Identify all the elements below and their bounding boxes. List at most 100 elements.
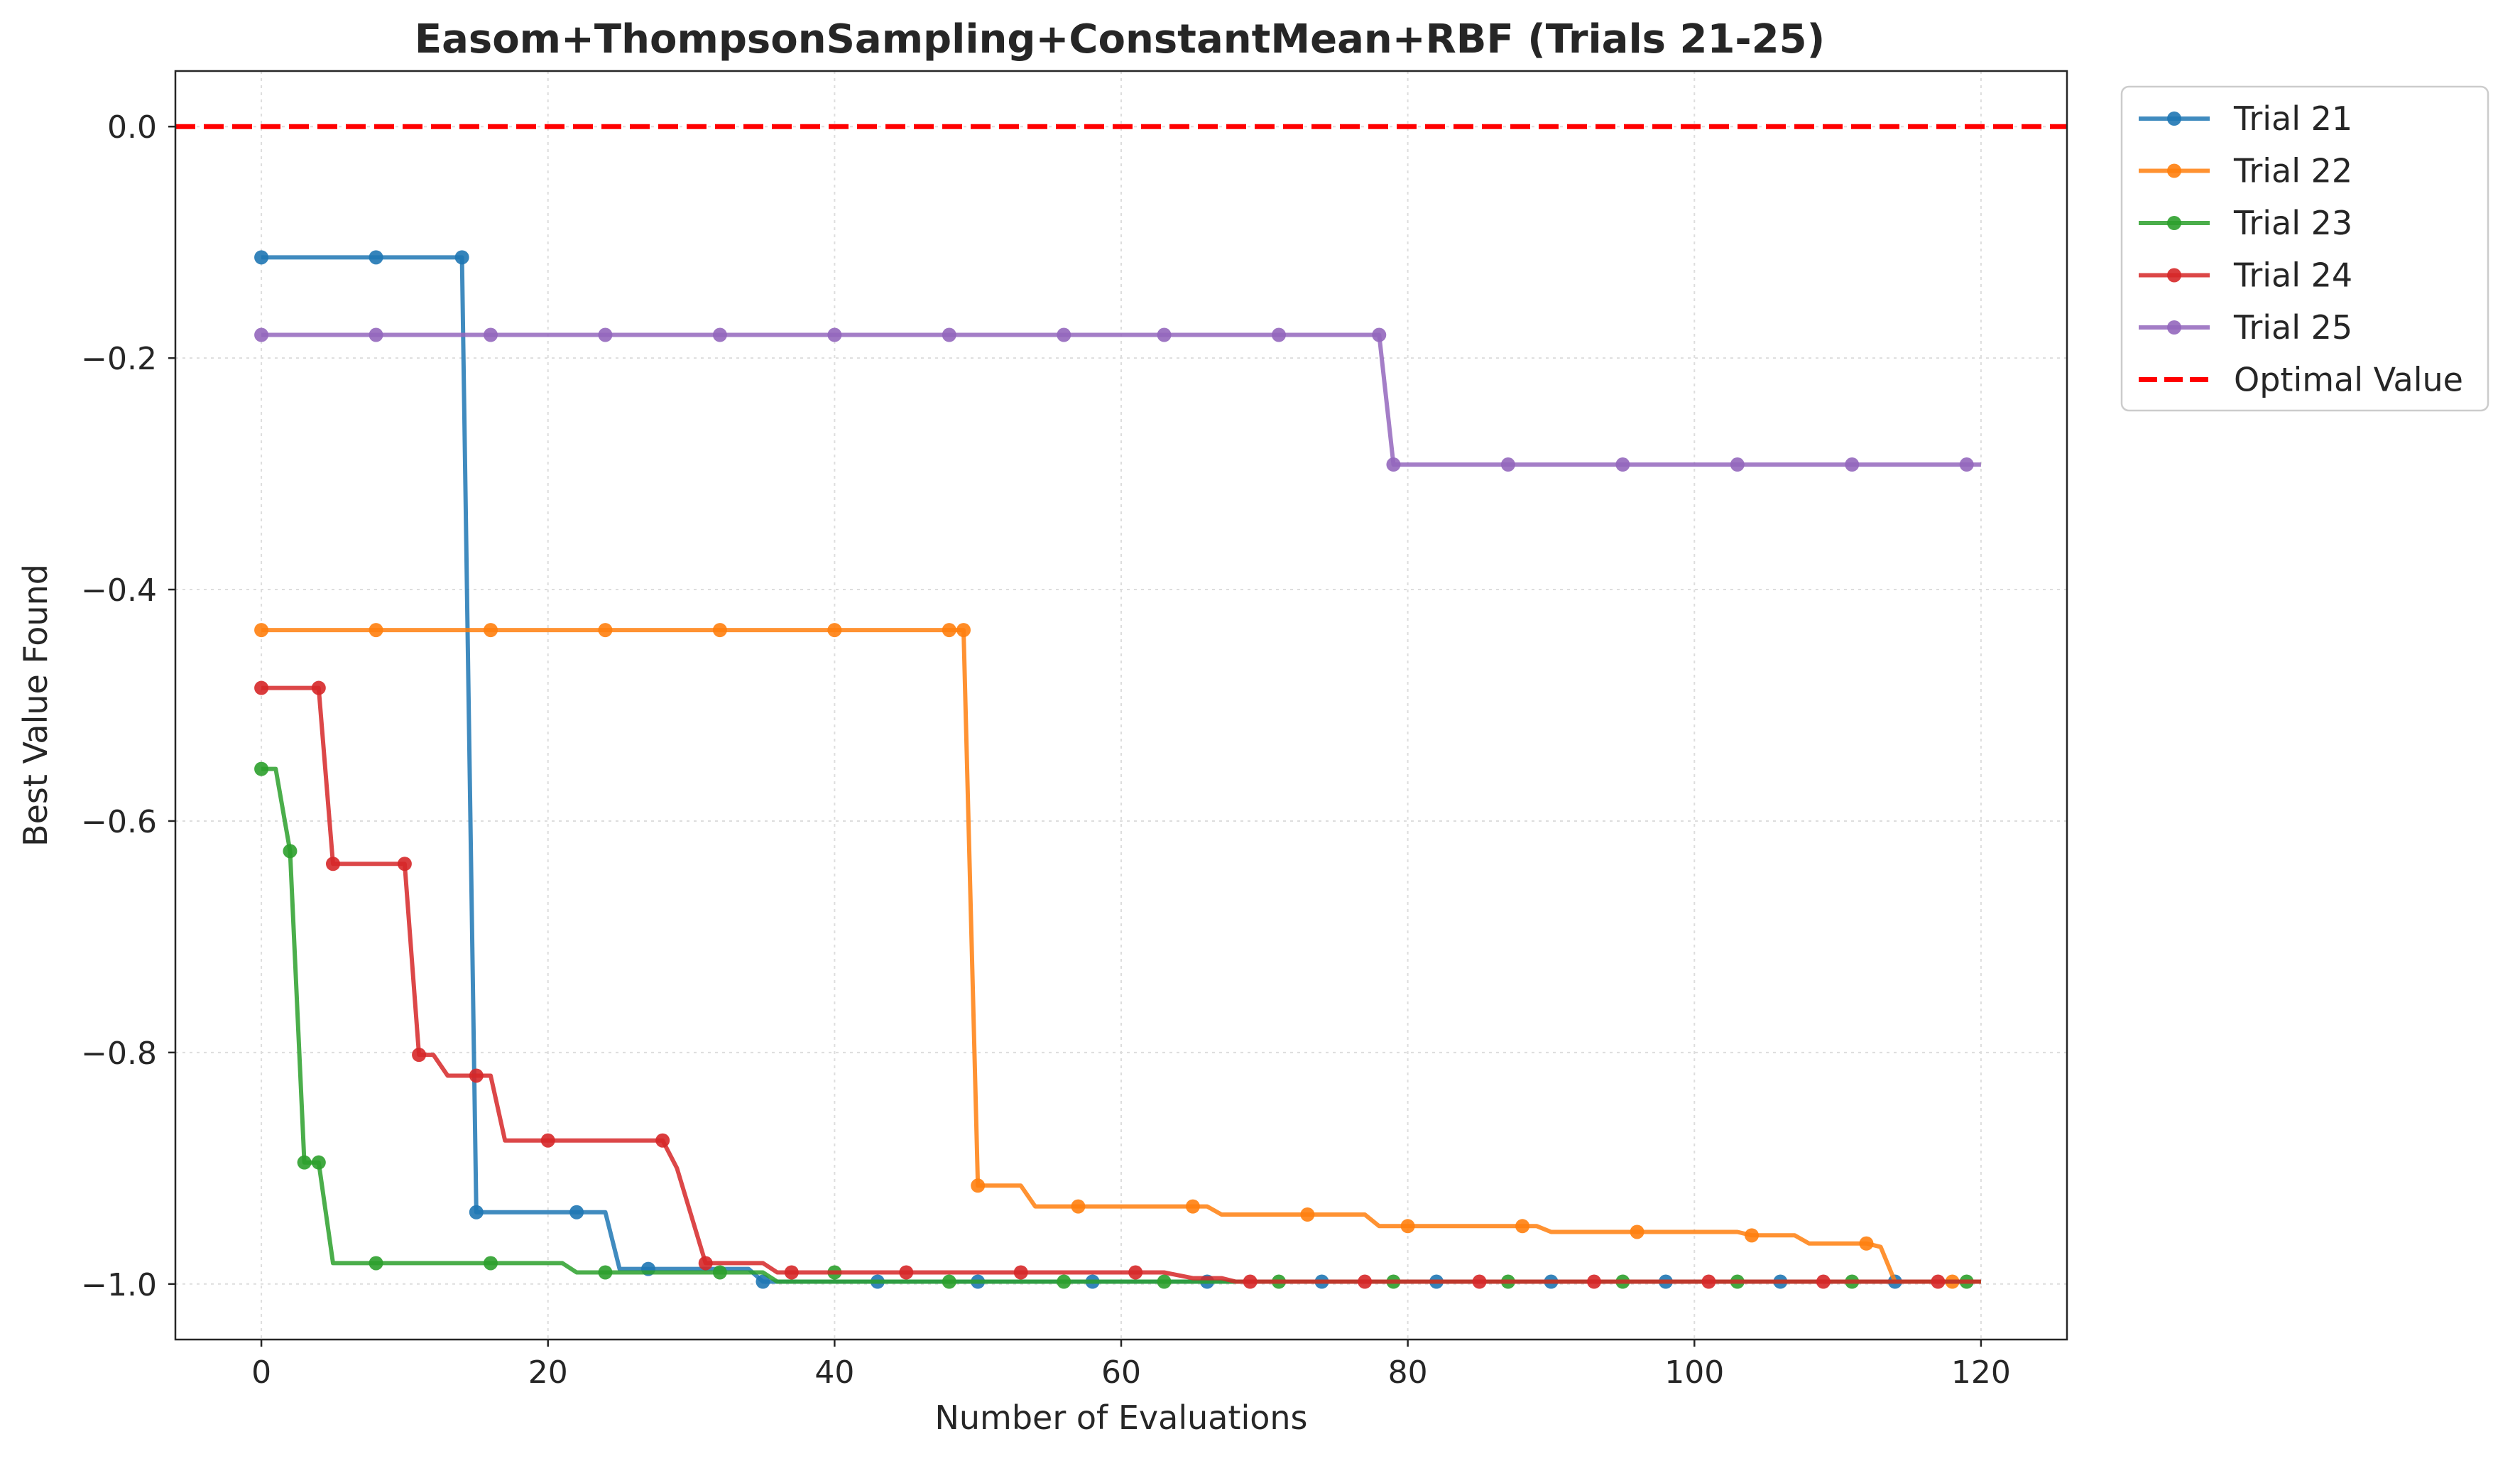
data-point (712, 623, 727, 638)
data-point (1157, 1274, 1172, 1289)
y-tick-label: 0.0 (107, 109, 157, 146)
data-point (1358, 1274, 1373, 1289)
legend-label: Trial 25 (2233, 308, 2352, 347)
data-point (540, 1133, 555, 1148)
data-point (712, 327, 727, 342)
x-tick-label: 60 (1101, 1354, 1141, 1391)
data-point (899, 1265, 914, 1280)
legend-item: Trial 23 (2139, 204, 2352, 242)
data-point (1400, 1219, 1415, 1234)
data-point (598, 623, 613, 638)
series-2 (254, 623, 1981, 1289)
data-point (254, 250, 269, 265)
series-5 (254, 327, 1981, 472)
legend-label: Optimal Value (2234, 361, 2463, 399)
y-tick-label: −0.6 (81, 804, 157, 840)
data-point (254, 327, 269, 342)
data-point (827, 623, 842, 638)
x-tick-label: 20 (528, 1354, 568, 1391)
legend-item: Trial 22 (2139, 152, 2352, 190)
x-tick-label: 80 (1388, 1354, 1428, 1391)
chart-title: Easom+ThompsonSampling+ConstantMean+RBF … (415, 16, 1825, 63)
legend-swatch-marker (2167, 320, 2181, 335)
y-tick-label: −0.2 (81, 341, 157, 377)
data-point (283, 844, 298, 859)
data-point (1386, 457, 1401, 472)
legend-label: Trial 24 (2233, 256, 2352, 295)
x-axis-label: Number of Evaluations (934, 1398, 1307, 1437)
data-point (369, 1256, 383, 1271)
data-point (1185, 1199, 1200, 1214)
data-point (942, 1274, 956, 1289)
data-point (484, 623, 498, 638)
legend-item: Trial 25 (2139, 308, 2352, 347)
data-point (397, 857, 412, 871)
series-3 (254, 761, 1981, 1289)
y-tick-label: −0.4 (81, 572, 157, 609)
data-point (756, 1274, 770, 1289)
data-point (1630, 1224, 1644, 1239)
data-point (784, 1265, 799, 1280)
data-point (1615, 457, 1630, 472)
data-point (698, 1256, 713, 1271)
ticks: 0 20 40 60 80 100 120 0.0 −0.2 −0.4 −0.6 −0.8 −1.0 (81, 109, 2011, 1391)
data-point (254, 761, 269, 776)
data-point (1701, 1274, 1716, 1289)
data-point (484, 327, 498, 342)
data-point (1472, 1274, 1487, 1289)
data-point (1845, 457, 1860, 472)
data-point (1816, 1274, 1831, 1289)
legend-swatch-marker (2167, 163, 2181, 178)
legend-label: Trial 21 (2233, 99, 2352, 138)
legend-swatch-marker (2167, 268, 2181, 283)
data-point (1013, 1265, 1028, 1280)
data-point (598, 327, 613, 342)
data-point (655, 1133, 670, 1148)
data-point (1931, 1274, 1946, 1289)
data-point (454, 250, 469, 265)
data-point (369, 623, 383, 638)
data-point (484, 1256, 498, 1271)
data-point (942, 623, 956, 638)
legend-swatch-marker (2167, 112, 2181, 126)
x-tick-label: 0 (251, 1354, 271, 1391)
legend-label: Trial 23 (2233, 204, 2352, 242)
legend-item: Trial 21 (2139, 99, 2352, 138)
data-point (1128, 1265, 1143, 1280)
y-tick-label: −0.8 (81, 1036, 157, 1072)
data-point (369, 250, 383, 265)
data-point (1730, 457, 1745, 472)
data-point (942, 327, 956, 342)
data-point (569, 1205, 584, 1220)
data-point (326, 857, 340, 871)
x-tick-label: 100 (1664, 1354, 1724, 1391)
x-tick-label: 40 (814, 1354, 854, 1391)
legend-item: Optimal Value (2139, 361, 2463, 399)
data-point (469, 1205, 484, 1220)
data-point (254, 680, 269, 695)
data-point (1372, 327, 1387, 342)
data-point (827, 327, 842, 342)
data-point (1057, 1274, 1071, 1289)
data-point (1745, 1228, 1759, 1243)
legend-frame (2120, 85, 2489, 412)
legend: Trial 21 Trial 22 Trial 23 Trial 24 Trial 25… (2120, 85, 2489, 412)
series-4 (254, 680, 1981, 1289)
data-point (412, 1048, 427, 1063)
data-point (1272, 327, 1286, 342)
data-point (1959, 457, 1974, 472)
y-tick-label: −1.0 (81, 1267, 157, 1303)
legend-label: Trial 22 (2233, 152, 2352, 190)
data-point (956, 623, 971, 638)
data-point (1057, 327, 1071, 342)
data-point (971, 1178, 986, 1193)
data-point (1587, 1274, 1601, 1289)
series-layer (254, 250, 1981, 1289)
legend-item: Trial 24 (2139, 256, 2352, 295)
data-point (369, 327, 383, 342)
data-point (469, 1068, 484, 1083)
data-point (1300, 1207, 1315, 1222)
data-point (311, 1155, 326, 1170)
